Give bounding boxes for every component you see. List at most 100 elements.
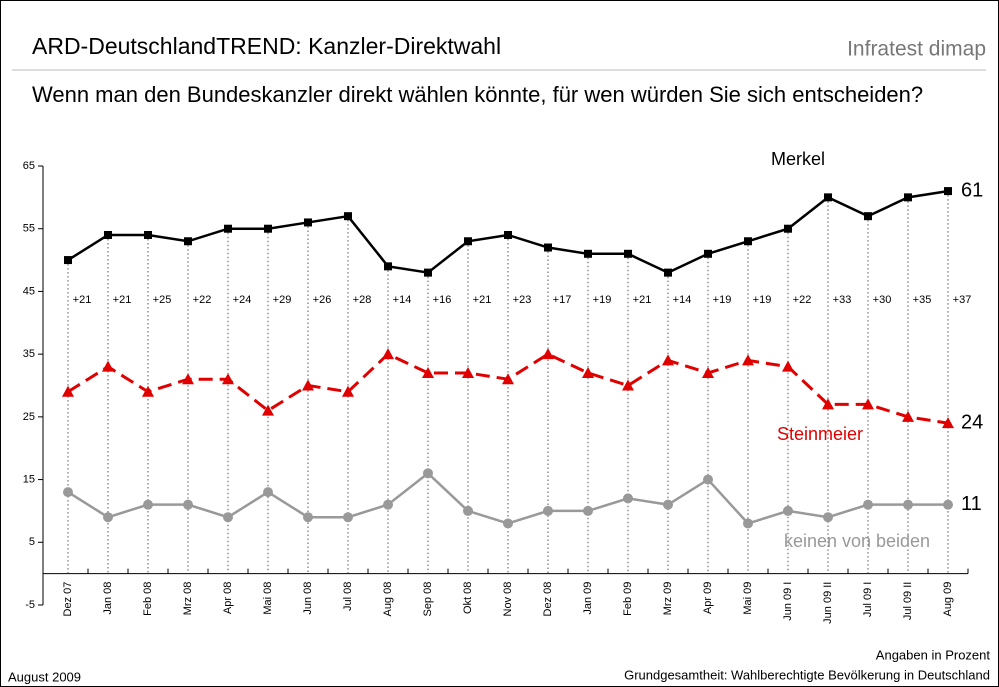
marker	[743, 518, 753, 529]
difference-label: +14	[673, 294, 692, 306]
y-tick-label: 65	[23, 160, 35, 172]
x-tick-label: Mai 09	[742, 582, 754, 615]
chart-title: ARD-DeutschlandTREND: Kanzler-Direktwahl	[32, 33, 501, 59]
x-tick-label: Jul 09 II	[902, 582, 914, 621]
marker	[862, 398, 874, 410]
difference-label: +37	[953, 294, 972, 306]
marker	[422, 366, 434, 378]
marker	[783, 505, 793, 516]
x-tick-label: Jul 08	[342, 582, 354, 611]
marker	[582, 366, 594, 378]
marker	[624, 249, 632, 258]
x-tick-label: Jul 09 I	[862, 582, 874, 617]
y-tick-label: 45	[23, 285, 35, 297]
marker	[944, 187, 952, 196]
series-label: keinen von beiden	[784, 531, 930, 551]
unit-note: Angaben in Prozent	[876, 647, 991, 662]
marker	[543, 505, 553, 516]
marker	[584, 249, 592, 258]
marker	[703, 474, 713, 485]
subtitle: Wenn man den Bundeskanzler direkt wählen…	[32, 82, 924, 107]
x-tick-label: Aug 08	[382, 582, 394, 617]
marker	[344, 212, 352, 221]
difference-label: +23	[513, 294, 532, 306]
y-tick-label: 55	[23, 223, 35, 235]
marker	[144, 230, 152, 239]
marker	[302, 379, 314, 391]
series-label: Steinmeier	[777, 424, 863, 444]
x-tick-label: Mrz 08	[182, 582, 194, 616]
marker	[824, 193, 832, 202]
difference-label: +25	[153, 294, 172, 306]
difference-label: +19	[593, 294, 612, 306]
difference-label: +22	[793, 294, 812, 306]
difference-label: +35	[913, 294, 932, 306]
difference-label: +14	[393, 294, 412, 306]
y-tick-label: 35	[23, 348, 35, 360]
x-tick-label: Sep 08	[422, 582, 434, 617]
source: Infratest dimap	[847, 38, 986, 61]
marker	[902, 410, 914, 422]
marker	[343, 512, 353, 523]
marker	[64, 256, 72, 265]
end-value-label: 61	[961, 179, 983, 201]
marker	[822, 398, 834, 410]
marker	[903, 499, 913, 510]
marker	[62, 385, 74, 397]
x-tick-label: Jan 09	[582, 582, 594, 615]
marker	[224, 224, 232, 233]
marker	[384, 262, 392, 271]
x-tick-label: Nov 08	[502, 582, 514, 617]
difference-label: +28	[353, 294, 372, 306]
marker	[502, 373, 514, 385]
x-tick-label: Dez 08	[542, 582, 554, 617]
marker	[863, 499, 873, 510]
marker	[664, 268, 672, 277]
marker	[383, 499, 393, 510]
marker	[702, 366, 714, 378]
x-tick-label: Feb 08	[142, 582, 154, 616]
difference-label: +30	[873, 294, 892, 306]
end-value-label: 24	[961, 411, 983, 433]
x-tick-label: Jan 08	[102, 582, 114, 615]
x-tick-label: Feb 09	[622, 582, 634, 616]
x-tick-label: Aug 09	[942, 582, 954, 617]
x-tick-label: Mrz 09	[662, 582, 674, 616]
x-tick-label: Mai 08	[262, 582, 274, 615]
x-tick-label: Jun 08	[302, 582, 314, 615]
x-tick-label: Jun 09 II	[822, 582, 834, 624]
difference-label: +21	[473, 294, 492, 306]
marker	[742, 354, 754, 366]
marker	[103, 512, 113, 523]
marker	[583, 505, 593, 516]
marker	[104, 230, 112, 239]
difference-label: +29	[273, 294, 292, 306]
x-tick-label: Apr 08	[222, 582, 234, 614]
marker	[262, 404, 274, 416]
y-tick-label: 5	[29, 536, 35, 548]
marker	[864, 212, 872, 221]
x-tick-label: Okt 08	[462, 582, 474, 614]
marker	[704, 249, 712, 258]
marker	[622, 379, 634, 391]
base-note: Grundgesamtheit: Wahlberechtigte Bevölke…	[624, 667, 990, 682]
difference-label: +21	[633, 294, 652, 306]
marker	[623, 493, 633, 504]
y-tick-label: -5	[25, 599, 35, 611]
marker	[782, 360, 794, 372]
series-label: Merkel	[771, 149, 825, 169]
marker	[264, 224, 272, 233]
marker	[744, 237, 752, 246]
marker	[503, 518, 513, 529]
marker	[462, 366, 474, 378]
marker	[303, 512, 313, 523]
difference-label: +19	[713, 294, 732, 306]
y-tick-label: 25	[23, 411, 35, 423]
difference-label: +26	[313, 294, 332, 306]
marker	[223, 512, 233, 523]
subtitle-box: Wenn man den Bundeskanzler direkt wählen…	[32, 82, 924, 107]
marker	[463, 505, 473, 516]
end-value-label: 11	[961, 493, 982, 515]
marker	[504, 230, 512, 239]
